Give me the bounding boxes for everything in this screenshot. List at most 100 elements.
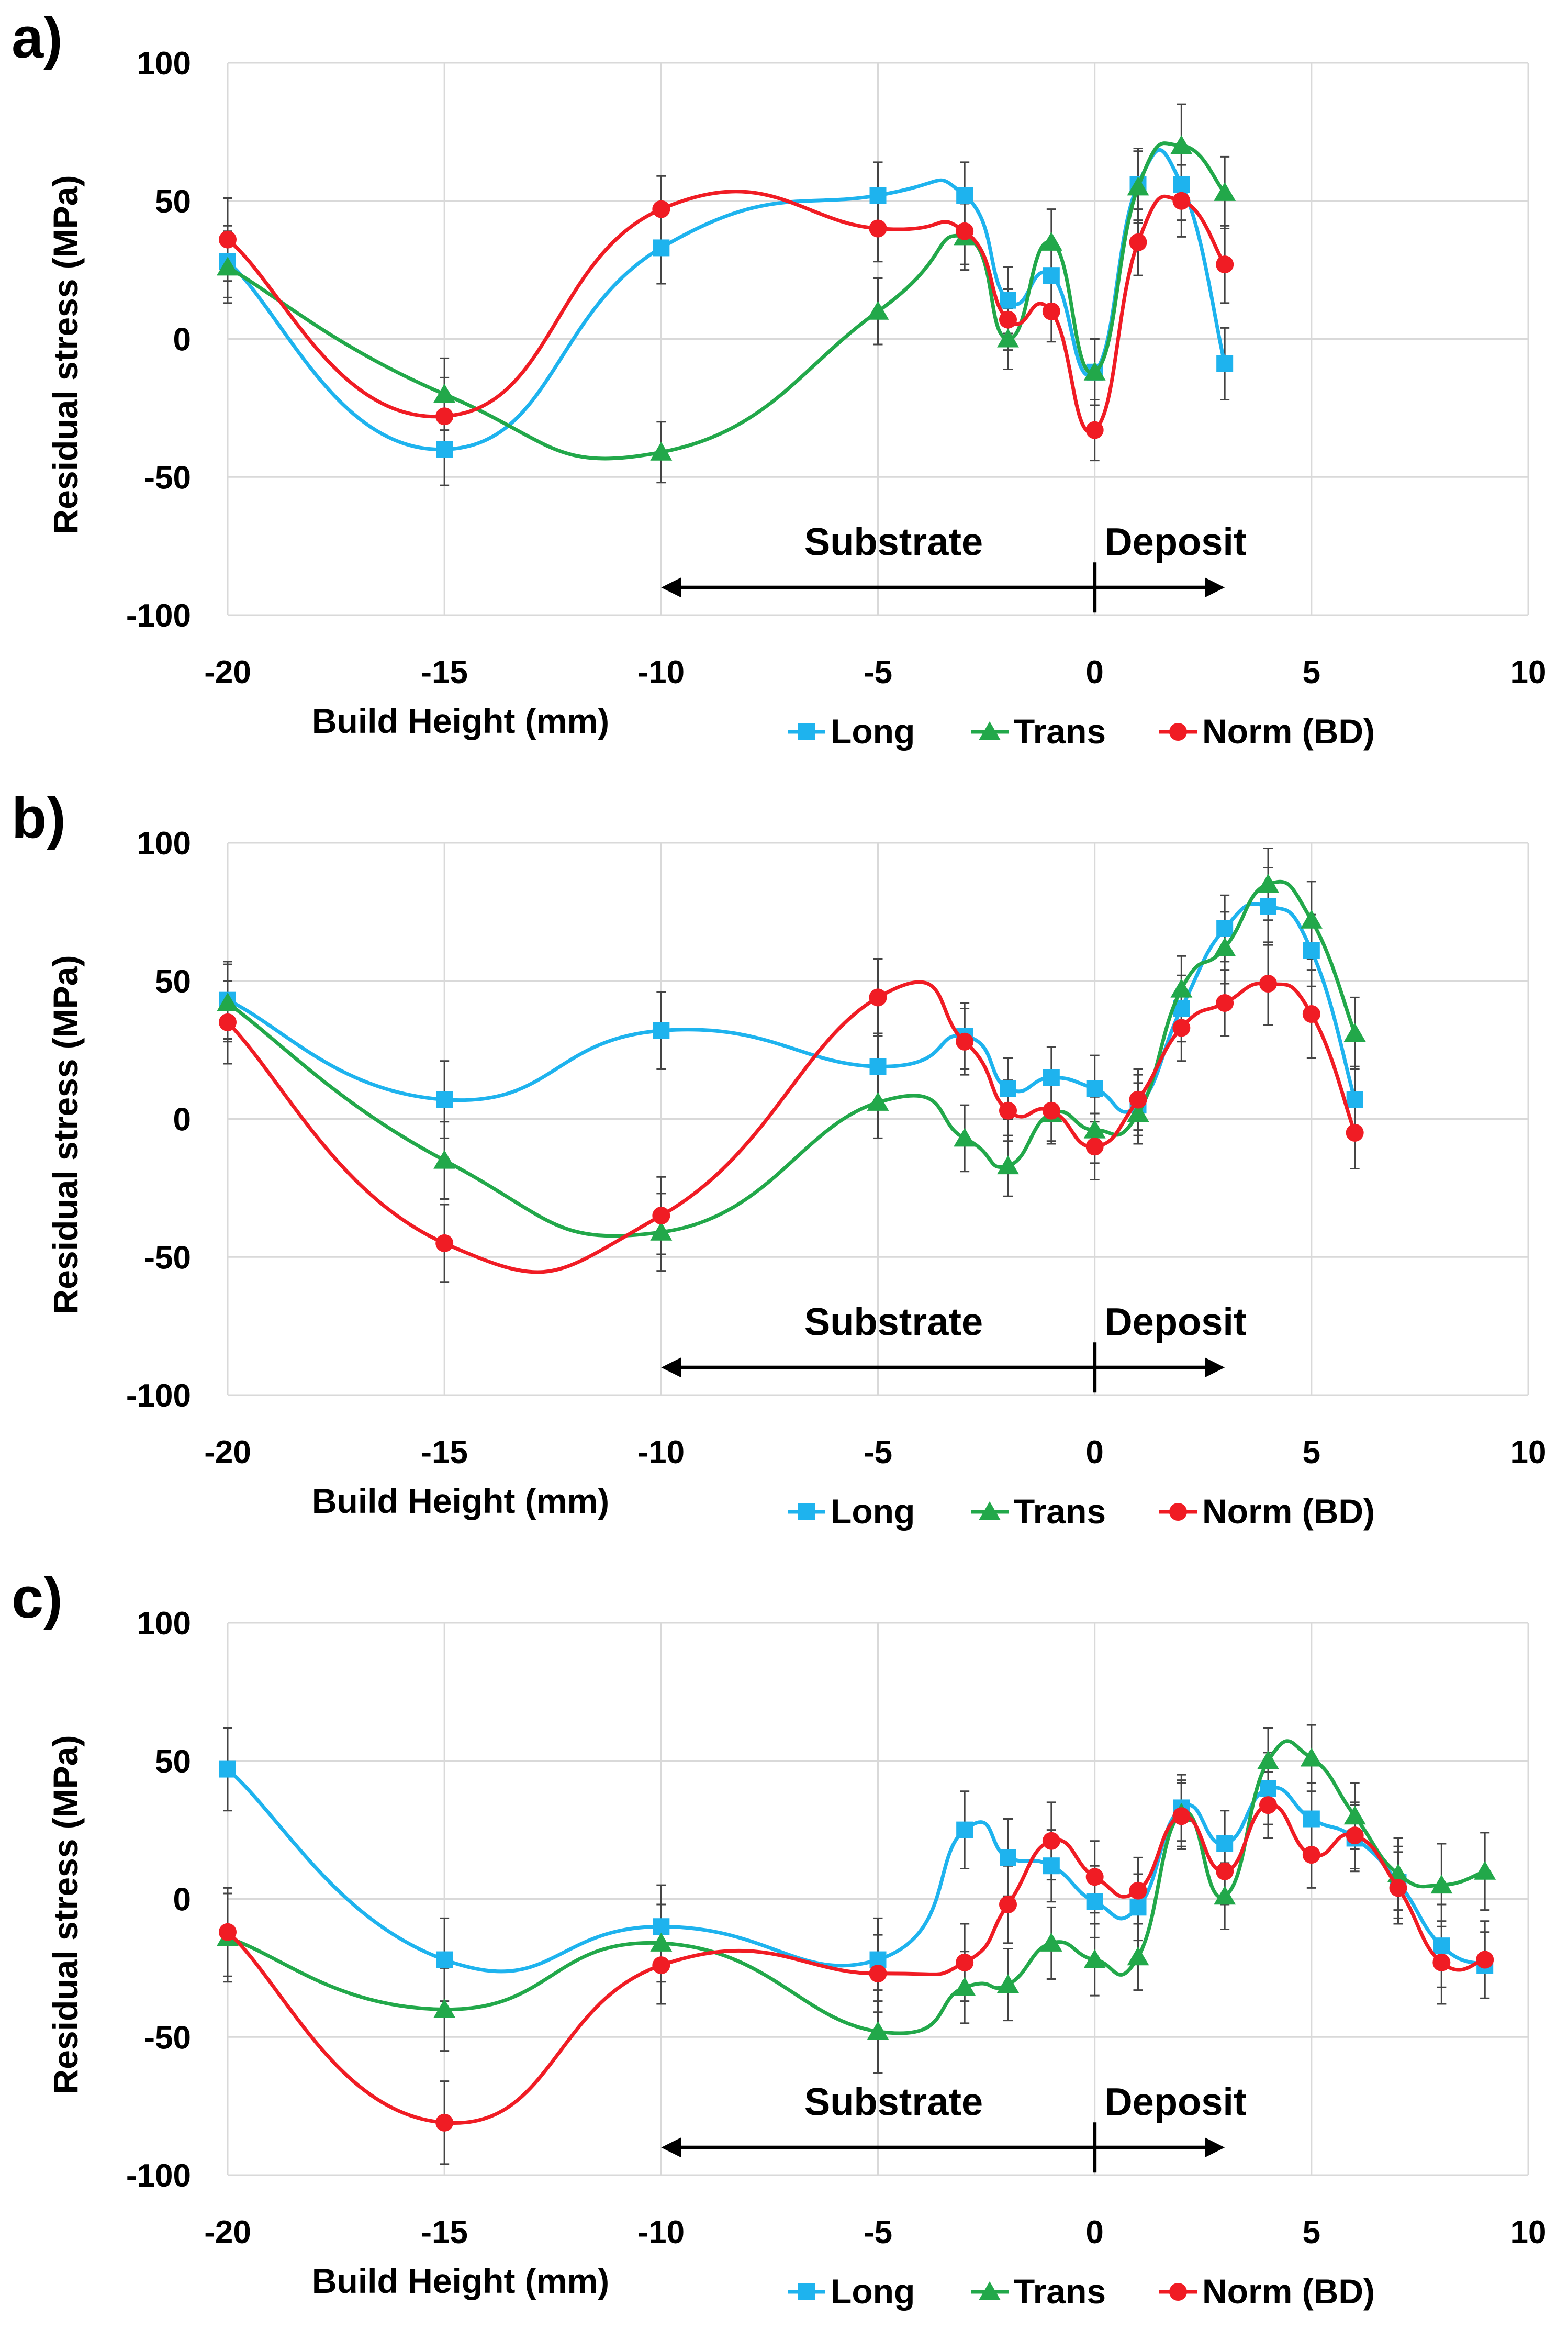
legend-marker-trans <box>979 721 1001 740</box>
data-point-norm-bd <box>1085 421 1104 439</box>
x-axis-title: Build Height (mm) <box>312 1481 609 1520</box>
data-point-trans <box>954 1977 976 1996</box>
data-point-trans <box>1083 361 1106 381</box>
legend-marker-norm-bd <box>1169 723 1187 741</box>
series-trans <box>217 135 1236 461</box>
data-point-norm-bd <box>999 310 1017 329</box>
data-point-long <box>653 1022 670 1039</box>
x-tick-label: 0 <box>1085 1434 1103 1470</box>
data-point-norm-bd <box>1085 1868 1104 1886</box>
data-point-long <box>653 239 670 257</box>
data-point-long <box>1086 1080 1103 1097</box>
deposit-arrowhead <box>1205 577 1225 598</box>
x-axis-title: Build Height (mm) <box>312 701 609 740</box>
data-point-norm-bd <box>1042 302 1060 320</box>
x-axis-title: Build Height (mm) <box>312 2261 609 2300</box>
legend-marker-long <box>798 2283 815 2300</box>
data-point-norm-bd <box>1216 255 1234 274</box>
region-annotation: Substrate Deposit <box>661 520 1247 613</box>
data-point-long <box>1216 355 1234 372</box>
x-tick-label: 5 <box>1303 654 1320 690</box>
data-point-trans <box>650 1221 673 1241</box>
legend-marker-long <box>798 723 815 740</box>
x-tick-label: 10 <box>1510 654 1547 690</box>
series-trans <box>217 874 1366 1241</box>
data-point-trans <box>1257 1750 1279 1769</box>
data-point-norm-bd <box>1346 1826 1364 1845</box>
x-tick-label: -20 <box>204 2214 251 2250</box>
substrate-arrowhead <box>661 2137 681 2158</box>
y-tick-label: 0 <box>173 1102 191 1138</box>
data-point-trans <box>1170 978 1193 998</box>
data-point-norm-bd <box>1476 1951 1494 1969</box>
y-tick-label: 100 <box>137 46 191 82</box>
y-tick-label: -50 <box>144 2020 191 2056</box>
data-point-long <box>436 441 453 458</box>
data-point-long <box>436 1951 453 1968</box>
series-line-long <box>226 902 1357 1114</box>
data-point-long <box>1173 176 1190 193</box>
data-point-trans <box>867 1091 889 1111</box>
series-norm-bd <box>219 1796 1494 2132</box>
y-tick-label: 0 <box>173 322 191 358</box>
x-tick-label: 5 <box>1303 1434 1320 1470</box>
data-point-trans <box>1257 874 1279 893</box>
legend: Long Trans Norm (BD) <box>788 712 1375 751</box>
y-tick-label: 100 <box>137 1606 191 1642</box>
y-tick-label: 100 <box>137 826 191 862</box>
data-point-norm-bd <box>435 2113 454 2132</box>
data-point-trans <box>867 2021 889 2040</box>
data-point-long <box>1000 1080 1016 1097</box>
region-annotation: Substrate Deposit <box>661 2080 1247 2173</box>
panel-label: c) <box>12 1566 63 1630</box>
data-point-norm-bd <box>1042 1832 1060 1850</box>
data-point-norm-bd <box>1389 1879 1407 1897</box>
data-point-norm-bd <box>1129 233 1147 251</box>
data-point-trans <box>1040 1932 1062 1952</box>
data-point-trans <box>1214 937 1236 956</box>
data-point-norm-bd <box>1172 192 1191 210</box>
y-tick-label: -100 <box>126 1378 191 1414</box>
x-tick-label: 0 <box>1085 2214 1103 2250</box>
substrate-label: Substrate <box>804 2080 983 2123</box>
y-tick-label: 50 <box>155 184 191 220</box>
data-point-norm-bd <box>1259 975 1277 993</box>
data-point-norm-bd <box>435 1234 454 1252</box>
region-annotation: Substrate Deposit <box>661 1300 1247 1393</box>
data-point-trans <box>1127 176 1149 196</box>
y-axis-title: Residual stress (MPa) <box>46 175 85 534</box>
x-tick-label: 10 <box>1510 2214 1547 2250</box>
series-line-trans <box>226 1739 1487 2035</box>
data-point-norm-bd <box>956 1032 974 1051</box>
data-point-trans <box>997 1974 1019 1993</box>
y-axis-title: Residual stress (MPa) <box>46 1735 85 2094</box>
y-tick-label: -100 <box>126 598 191 634</box>
x-tick-label: -10 <box>638 1434 685 1470</box>
data-point-long <box>1346 1091 1363 1108</box>
y-tick-label: 50 <box>155 964 191 1000</box>
data-point-trans <box>217 992 239 1011</box>
data-point-norm-bd <box>652 1207 670 1225</box>
deposit-label: Deposit <box>1104 520 1246 563</box>
data-point-norm-bd <box>1216 994 1234 1012</box>
data-point-norm-bd <box>956 222 974 240</box>
data-point-trans <box>997 328 1019 348</box>
legend-label-norm-bd: Norm (BD) <box>1202 712 1375 751</box>
data-point-trans <box>1343 1022 1366 1042</box>
data-point-norm-bd <box>1085 1138 1104 1156</box>
series-line-norm-bd <box>226 190 1227 434</box>
data-point-norm-bd <box>1216 1862 1234 1880</box>
y-tick-label: -50 <box>144 460 191 496</box>
data-point-long <box>436 1091 453 1108</box>
data-point-trans <box>1170 135 1193 154</box>
data-point-trans <box>1127 1102 1149 1122</box>
data-point-trans <box>650 1932 673 1952</box>
deposit-label: Deposit <box>1104 2080 1246 2123</box>
data-point-long <box>869 187 887 204</box>
data-point-norm-bd <box>869 219 887 238</box>
x-tick-label: -15 <box>421 654 468 690</box>
legend-label-trans: Trans <box>1014 712 1106 751</box>
x-tick-label: 5 <box>1303 2214 1320 2250</box>
substrate-label: Substrate <box>804 520 983 563</box>
data-point-norm-bd <box>1172 1019 1191 1037</box>
